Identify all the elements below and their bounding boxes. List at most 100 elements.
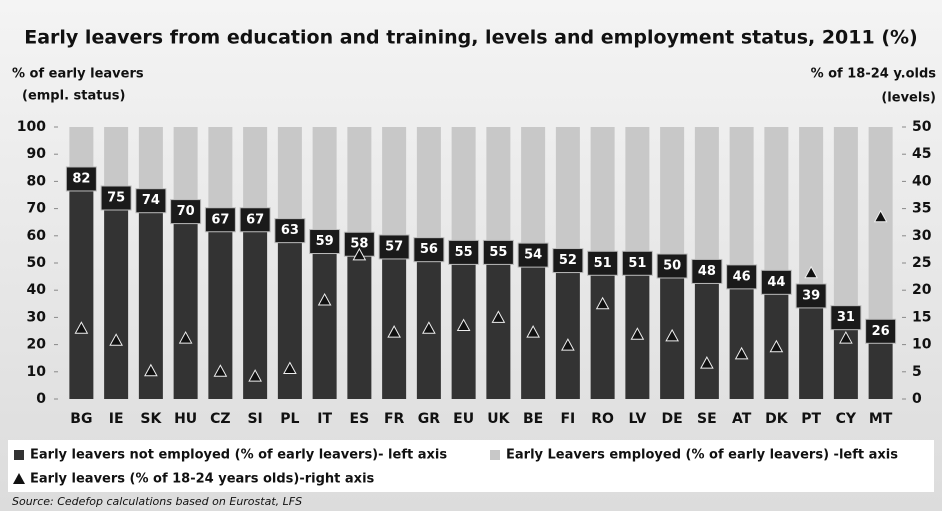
- x-tick-label: IT: [317, 411, 332, 427]
- x-tick-label: CZ: [210, 411, 230, 427]
- bar-segment: [243, 216, 268, 399]
- data-label-box: [135, 188, 167, 214]
- data-label: 48: [698, 264, 716, 279]
- marker: [873, 209, 888, 223]
- marker: [248, 369, 262, 382]
- data-label-box: [795, 283, 827, 309]
- bar-segment: [104, 127, 129, 195]
- data-label-box: [760, 269, 792, 295]
- bar-segment: [382, 127, 407, 244]
- marker: [769, 339, 784, 353]
- bar-segment: [555, 257, 580, 399]
- data-label: 58: [350, 237, 368, 252]
- bar-segment: [694, 127, 719, 269]
- x-tick-label: BE: [523, 411, 543, 427]
- marker: [317, 292, 332, 306]
- x-tick-label: DK: [765, 411, 789, 427]
- marker: [839, 331, 853, 344]
- legend-swatch: [490, 450, 500, 460]
- data-label-box: [413, 237, 445, 263]
- bar-segment: [69, 175, 94, 399]
- bar-segment: [729, 127, 754, 274]
- bar-segment: [799, 127, 824, 293]
- y2-tick-label: 45: [912, 146, 931, 162]
- marker: [422, 321, 436, 334]
- y-tick-label: 70: [27, 201, 47, 217]
- marker: [387, 325, 401, 338]
- y2-tick-label: 0: [912, 391, 922, 407]
- data-label: 54: [524, 248, 542, 263]
- y-tick-label: 40: [27, 282, 47, 298]
- data-label-box: [378, 234, 410, 260]
- marker: [352, 247, 367, 261]
- bar-segment: [138, 127, 163, 198]
- bar-segment: [868, 127, 893, 329]
- data-label: 51: [628, 256, 646, 271]
- y2-tick-label: 30: [912, 228, 932, 244]
- y-tick-label: 50: [27, 255, 47, 271]
- y2-axis-label: (levels): [881, 91, 936, 106]
- data-label: 52: [559, 253, 577, 268]
- bar-segment: [625, 127, 650, 261]
- marker: [734, 346, 749, 360]
- marker: [213, 364, 228, 377]
- data-label: 55: [455, 245, 473, 260]
- x-tick-label: BG: [70, 411, 92, 427]
- x-tick-label: LV: [628, 411, 646, 427]
- bar-segment: [382, 243, 407, 399]
- legend-label: Early leavers (% of 18-24 years olds)-ri…: [30, 472, 375, 487]
- bar-segment: [729, 273, 754, 399]
- bar-segment: [312, 238, 337, 399]
- bar-segment: [173, 208, 198, 399]
- y-tick-label: 10: [27, 364, 47, 380]
- y-axis-label: % of early leavers: [12, 67, 144, 82]
- bar-segment: [173, 127, 198, 209]
- data-label-box: [587, 250, 619, 276]
- chart-title: Early leavers from education and trainin…: [24, 27, 917, 49]
- marker: [700, 356, 714, 369]
- data-label: 39: [802, 288, 820, 303]
- data-label: 82: [72, 171, 90, 186]
- data-label: 31: [837, 310, 855, 325]
- data-label: 56: [420, 242, 438, 257]
- legend-swatch: [14, 450, 24, 460]
- y2-tick-label: 10: [912, 337, 932, 353]
- marker: [561, 338, 575, 351]
- x-tick-label: SK: [140, 411, 162, 427]
- y-axis-label: (empl. status): [22, 89, 125, 104]
- data-label-box: [552, 248, 584, 274]
- marker: [456, 318, 471, 332]
- bar-segment: [451, 127, 476, 250]
- y-tick-label: 30: [27, 309, 47, 325]
- bar-segment: [277, 127, 302, 228]
- y-tick-label: 20: [27, 337, 47, 353]
- data-label-box: [656, 253, 688, 279]
- marker: [178, 331, 193, 344]
- x-tick-label: FR: [384, 411, 405, 427]
- data-label-box: [621, 250, 653, 276]
- marker: [595, 296, 610, 310]
- bar-segment: [694, 268, 719, 399]
- marker: [74, 321, 89, 334]
- bar-segment: [660, 127, 685, 263]
- marker: [804, 265, 818, 279]
- bar-segment: [764, 127, 789, 280]
- data-label: 67: [211, 212, 229, 227]
- marker: [283, 361, 297, 375]
- y2-tick-label: 40: [912, 173, 932, 189]
- source-note: Source: Cedefop calculations based on Eu…: [12, 495, 302, 508]
- bar-segment: [347, 127, 372, 242]
- bar-segment: [833, 127, 858, 315]
- bar-segment: [486, 249, 511, 399]
- x-tick-label: SI: [247, 411, 262, 427]
- x-tick-label: MT: [869, 411, 893, 427]
- x-tick-label: SE: [697, 411, 717, 427]
- legend-label: Early Leavers employed (% of early leave…: [506, 448, 898, 463]
- x-tick-label: EU: [453, 411, 474, 427]
- y2-tick-label: 15: [912, 309, 931, 325]
- x-tick-label: PT: [801, 411, 821, 427]
- x-tick-label: UK: [487, 411, 510, 427]
- x-tick-label: GR: [418, 411, 440, 427]
- marker: [491, 310, 506, 323]
